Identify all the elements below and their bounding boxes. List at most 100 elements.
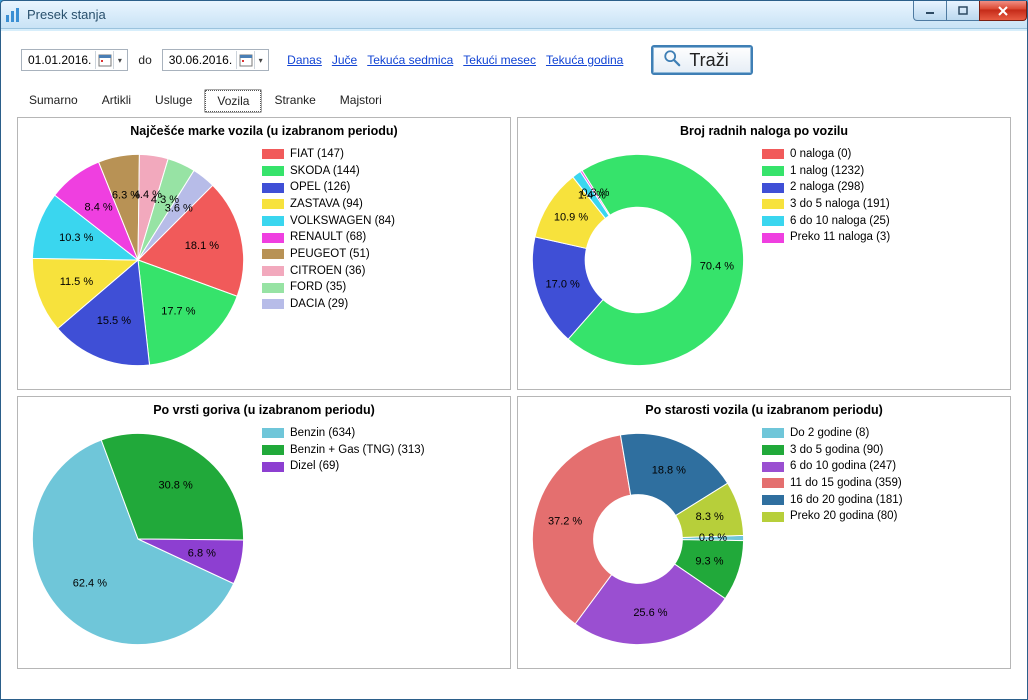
- slice-label: 3.6 %: [165, 203, 193, 215]
- legend-label: 1 nalog (1232): [790, 163, 864, 180]
- link-this-month[interactable]: Tekući mesec: [463, 53, 536, 67]
- legend-swatch: [262, 216, 284, 226]
- legend-label: DACIA (29): [290, 296, 348, 313]
- legend-label: Benzin + Gas (TNG) (313): [290, 442, 425, 459]
- legend-item: Dizel (69): [262, 458, 506, 475]
- legend-swatch: [262, 428, 284, 438]
- panel-title: Po vrsti goriva (u izabranom periodu): [18, 397, 510, 417]
- search-icon: [663, 49, 681, 72]
- slice-label: 8.4 %: [85, 202, 113, 214]
- legend-item: Preko 11 naloga (3): [762, 229, 1006, 246]
- panel-title: Broj radnih naloga po vozilu: [518, 118, 1010, 138]
- legend-label: 0 naloga (0): [790, 146, 851, 163]
- legend-swatch: [262, 149, 284, 159]
- legend-label: 3 do 5 godina (90): [790, 442, 883, 459]
- slice-label: 6.8 %: [188, 547, 216, 559]
- panel-title: Po starosti vozila (u izabranom periodu): [518, 397, 1010, 417]
- slice-label: 17.7 %: [161, 305, 195, 317]
- legend-swatch: [262, 445, 284, 455]
- search-button[interactable]: Traži: [651, 45, 752, 75]
- link-yesterday[interactable]: Juče: [332, 53, 357, 67]
- pie-fuel: 62.4 % 30.8 % 6.8 %: [18, 419, 258, 668]
- chevron-down-icon: ▾: [113, 51, 125, 69]
- legend-label: 11 do 15 godina (359): [790, 475, 902, 492]
- legend-item: DACIA (29): [262, 296, 506, 313]
- legend-label: Preko 11 naloga (3): [790, 229, 890, 246]
- tab-vozila[interactable]: Vozila: [204, 89, 262, 113]
- legend-item: 6 do 10 godina (247): [762, 458, 1006, 475]
- slice-label: 8.3 %: [696, 511, 724, 523]
- chart-wrap: 62.4 % 30.8 % 6.8 % Benzin (634)Benzin + G…: [18, 419, 510, 668]
- legend-swatch: [762, 199, 784, 209]
- tab-usluge[interactable]: Usluge: [143, 89, 204, 113]
- legend-item: Benzin (634): [262, 425, 506, 442]
- legend-swatch: [762, 216, 784, 226]
- date-from-picker[interactable]: 01.01.2016. ▾: [21, 49, 128, 71]
- legend-brands: FIAT (147)SKODA (144)OPEL (126)ZASTAVA (…: [258, 140, 510, 389]
- minimize-button[interactable]: [913, 1, 947, 21]
- legend-swatch: [762, 478, 784, 488]
- slice-label: 37.2 %: [548, 515, 582, 527]
- legend-item: 0 naloga (0): [762, 146, 1006, 163]
- chevron-down-icon: ▾: [254, 51, 266, 69]
- slice-label: 70.4 %: [700, 260, 734, 272]
- panel-age: Po starosti vozila (u izabranom periodu)…: [517, 396, 1011, 669]
- legend-item: Do 2 godine (8): [762, 425, 1006, 442]
- legend-swatch: [262, 283, 284, 293]
- slice-label: 62.4 %: [73, 577, 107, 589]
- maximize-button[interactable]: [946, 1, 980, 21]
- to-label: do: [136, 53, 153, 67]
- slice-label: 10.3 %: [59, 232, 93, 244]
- legend-item: 6 do 10 naloga (25): [762, 213, 1006, 230]
- panel-orders: Broj radnih naloga po vozilu 70.4 % 17.0 …: [517, 117, 1011, 390]
- legend-item: CITROEN (36): [262, 263, 506, 280]
- slice-label: 11.5 %: [60, 276, 94, 288]
- legend-label: RENAULT (68): [290, 229, 366, 246]
- legend-swatch: [262, 462, 284, 472]
- app-window: Presek stanja 01.01.2016. ▾ do 30.06.201…: [0, 0, 1028, 700]
- legend-label: Do 2 godine (8): [790, 425, 869, 442]
- link-this-week[interactable]: Tekuća sedmica: [367, 53, 453, 67]
- legend-label: FORD (35): [290, 279, 346, 296]
- legend-item: Preko 20 godina (80): [762, 508, 1006, 525]
- pie-brands: 18.1 %17.7 %15.5 %11.5 %10.3 %8.4 %6.3 %…: [18, 140, 258, 389]
- panel-brands: Najčešće marke vozila (u izabranom perio…: [17, 117, 511, 390]
- chart-wrap: 70.4 %17.0 %10.9 %1.4 %0.3 % 0 naloga (0…: [518, 140, 1010, 389]
- tab-stranke[interactable]: Stranke: [262, 89, 327, 113]
- legend-item: FORD (35): [262, 279, 506, 296]
- legend-orders: 0 naloga (0)1 nalog (1232)2 naloga (298)…: [758, 140, 1010, 389]
- tab-majstori[interactable]: Majstori: [328, 89, 394, 113]
- legend-label: Preko 20 godina (80): [790, 508, 897, 525]
- slice-label: 10.9 %: [554, 212, 588, 224]
- quick-links: Danas Juče Tekuća sedmica Tekući mesec T…: [287, 53, 623, 67]
- slice-label: 0.3 %: [581, 187, 609, 199]
- slice-label: 30.8 %: [159, 479, 193, 491]
- legend-label: PEUGEOT (51): [290, 246, 370, 263]
- chart-wrap: 0.8 %9.3 %25.6 %37.2 %18.8 %8.3 % Do 2 g…: [518, 419, 1010, 668]
- tabs: SumarnoArtikliUslugeVozilaStrankeMajstor…: [7, 83, 1021, 113]
- tab-artikli[interactable]: Artikli: [90, 89, 143, 113]
- legend-item: PEUGEOT (51): [262, 246, 506, 263]
- legend-label: 6 do 10 naloga (25): [790, 213, 890, 230]
- tab-sumarno[interactable]: Sumarno: [17, 89, 90, 113]
- link-today[interactable]: Danas: [287, 53, 322, 67]
- link-this-year[interactable]: Tekuća godina: [546, 53, 623, 67]
- calendar-icon: [236, 51, 254, 69]
- donut-age: 0.8 %9.3 %25.6 %37.2 %18.8 %8.3 %: [518, 419, 758, 668]
- legend-label: FIAT (147): [290, 146, 344, 163]
- legend-item: 3 do 5 godina (90): [762, 442, 1006, 459]
- legend-label: ZASTAVA (94): [290, 196, 363, 213]
- slice-label: 17.0 %: [546, 278, 580, 290]
- legend-label: SKODA (144): [290, 163, 360, 180]
- legend-item: FIAT (147): [262, 146, 506, 163]
- window-buttons: [914, 1, 1027, 21]
- legend-swatch: [262, 183, 284, 193]
- legend-fuel: Benzin (634)Benzin + Gas (TNG) (313)Dize…: [258, 419, 510, 668]
- date-to-picker[interactable]: 30.06.2016. ▾: [162, 49, 269, 71]
- legend-item: 2 naloga (298): [762, 179, 1006, 196]
- close-button[interactable]: [979, 1, 1027, 21]
- legend-age: Do 2 godine (8)3 do 5 godina (90)6 do 10…: [758, 419, 1010, 668]
- client-area: 01.01.2016. ▾ do 30.06.2016. ▾ Danas Juč…: [7, 31, 1021, 693]
- legend-item: ZASTAVA (94): [262, 196, 506, 213]
- legend-item: 16 do 20 godina (181): [762, 492, 1006, 509]
